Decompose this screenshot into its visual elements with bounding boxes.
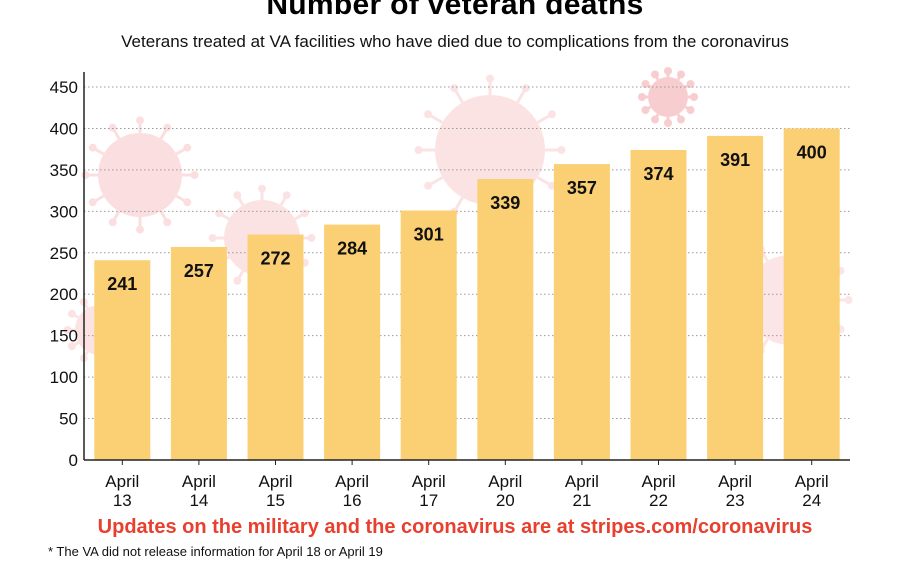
bar bbox=[247, 234, 304, 460]
x-tick-label: April bbox=[641, 472, 675, 491]
bar bbox=[630, 149, 687, 461]
bar bbox=[324, 224, 381, 460]
x-tick-label: 17 bbox=[419, 491, 438, 510]
bar bbox=[400, 210, 457, 460]
x-tick-label: 24 bbox=[802, 491, 821, 510]
bar-value-label: 272 bbox=[260, 249, 290, 269]
x-tick-label: 22 bbox=[649, 491, 668, 510]
labels: 050100150200250300350400450241April13257… bbox=[50, 78, 829, 510]
y-tick-label: 300 bbox=[50, 202, 78, 221]
bar-value-label: 257 bbox=[184, 261, 214, 281]
y-tick-label: 0 bbox=[69, 451, 78, 470]
bar-value-label: 339 bbox=[490, 193, 520, 213]
x-tick-label: April bbox=[335, 472, 369, 491]
x-tick-label: 15 bbox=[266, 491, 285, 510]
chart-subtitle: Veterans treated at VA facilities who ha… bbox=[121, 32, 789, 51]
bar-value-label: 357 bbox=[567, 178, 597, 198]
footnote: * The VA did not release information for… bbox=[48, 544, 383, 559]
x-tick-label: April bbox=[795, 472, 829, 491]
x-tick-label: 20 bbox=[496, 491, 515, 510]
bar bbox=[707, 135, 764, 460]
x-tick-label: April bbox=[488, 472, 522, 491]
virus-icon bbox=[81, 116, 199, 234]
x-tick-label: 16 bbox=[343, 491, 362, 510]
bars bbox=[94, 128, 840, 461]
x-tick-label: April bbox=[565, 472, 599, 491]
x-tick-label: April bbox=[718, 472, 752, 491]
y-tick-label: 400 bbox=[50, 119, 78, 138]
bar bbox=[170, 246, 227, 460]
bar-value-label: 374 bbox=[643, 164, 673, 184]
axes bbox=[83, 72, 850, 465]
y-tick-label: 50 bbox=[59, 410, 78, 429]
y-tick-label: 100 bbox=[50, 368, 78, 387]
chart-title: Number of veteran deaths bbox=[266, 0, 644, 21]
y-tick-label: 450 bbox=[50, 78, 78, 97]
y-tick-label: 150 bbox=[50, 327, 78, 346]
bar-value-label: 301 bbox=[414, 225, 444, 245]
y-tick-label: 200 bbox=[50, 285, 78, 304]
x-tick-label: 23 bbox=[726, 491, 745, 510]
bar bbox=[553, 164, 610, 460]
bar-value-label: 241 bbox=[107, 274, 137, 294]
x-tick-label: April bbox=[258, 472, 292, 491]
bar bbox=[783, 128, 840, 460]
x-tick-label: April bbox=[412, 472, 446, 491]
source-note: Updates on the military and the coronavi… bbox=[97, 516, 813, 538]
x-tick-label: April bbox=[182, 472, 216, 491]
bar-value-label: 400 bbox=[797, 142, 827, 162]
x-tick-label: April bbox=[105, 472, 139, 491]
bar bbox=[94, 260, 151, 460]
x-tick-label: 14 bbox=[189, 491, 208, 510]
virus-icon bbox=[638, 67, 698, 127]
bar-value-label: 284 bbox=[337, 239, 367, 259]
bar bbox=[477, 179, 534, 461]
y-tick-label: 250 bbox=[50, 244, 78, 263]
bar-value-label: 391 bbox=[720, 150, 750, 170]
x-tick-label: 13 bbox=[113, 491, 132, 510]
x-tick-label: 21 bbox=[572, 491, 591, 510]
y-tick-label: 350 bbox=[50, 161, 78, 180]
